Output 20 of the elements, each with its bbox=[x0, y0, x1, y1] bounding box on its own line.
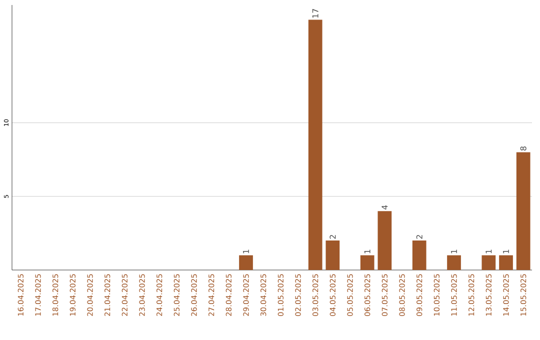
data-label: 2 bbox=[416, 235, 422, 239]
bar bbox=[499, 255, 513, 270]
data-label: 1 bbox=[486, 250, 492, 254]
bar bbox=[326, 240, 340, 270]
bar bbox=[482, 255, 496, 270]
bar bbox=[378, 211, 392, 270]
data-label: 1 bbox=[364, 250, 370, 254]
data-label: 2 bbox=[330, 235, 336, 239]
bar bbox=[308, 20, 322, 270]
bar bbox=[360, 255, 374, 270]
data-label: 1 bbox=[243, 250, 249, 254]
data-label: 8 bbox=[520, 146, 526, 150]
bar bbox=[447, 255, 461, 270]
data-label: 1 bbox=[503, 250, 509, 254]
bar bbox=[412, 240, 426, 270]
data-label: 4 bbox=[382, 205, 388, 210]
data-label: 1 bbox=[451, 250, 457, 254]
data-label: 17 bbox=[312, 9, 318, 18]
bar bbox=[239, 255, 253, 270]
bar bbox=[516, 152, 530, 270]
